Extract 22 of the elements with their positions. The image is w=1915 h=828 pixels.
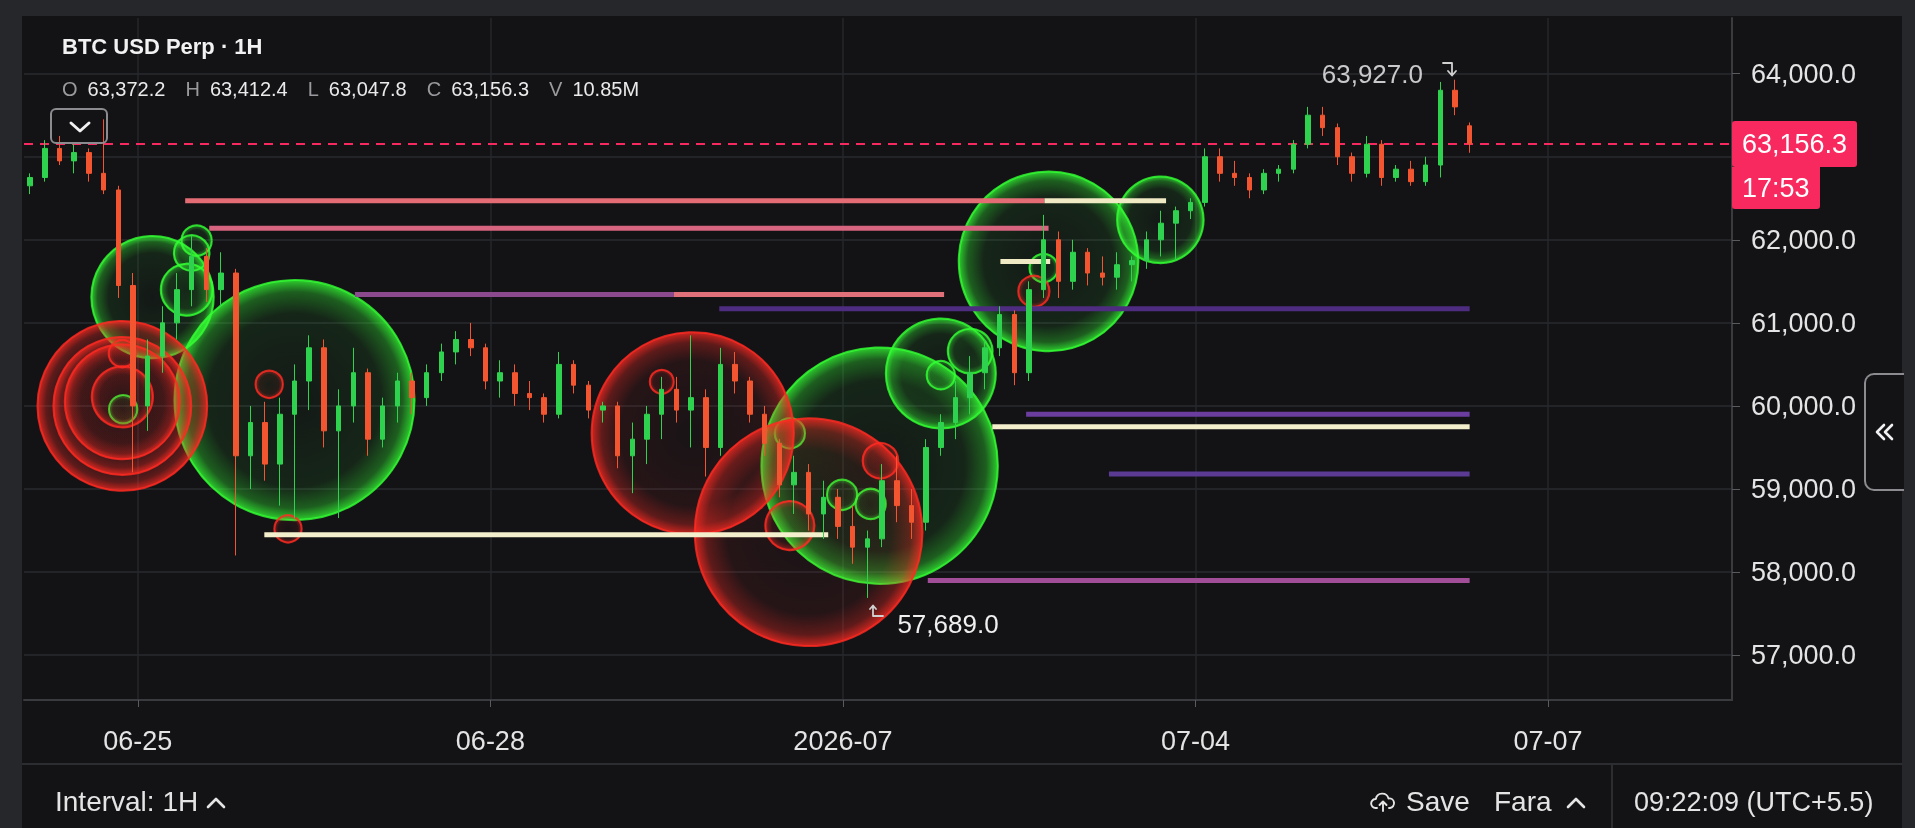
x-tick-label: 07-04 [1160, 725, 1230, 756]
annotation: 57,689.0 [897, 607, 999, 640]
x-tick-label: 06-28 [455, 725, 525, 756]
text: Fara [1494, 786, 1552, 818]
text: Save [1406, 786, 1470, 818]
y-tick-label: 61,000.0 [1751, 307, 1857, 338]
x-tick-label: 2026-07 [793, 725, 893, 756]
x-tick-label: 06-25 [103, 725, 173, 756]
y-tick-label: 62,000.0 [1751, 224, 1857, 255]
y-tick-label: 58,000.0 [1751, 557, 1857, 588]
ref-line-label: 63,156.3 [1732, 120, 1858, 167]
text: BTC USD Perp · 1H [62, 33, 263, 61]
y-tick-label: 57,000.0 [1751, 640, 1857, 671]
text: O 63,372.2 H 63,412.4 L 63,047.8 C 63,156.3 V 10.85M [62, 78, 640, 100]
text: 09:22:09 (UTC+5.5) [1634, 786, 1874, 818]
y-tick-label: 60,000.0 [1751, 390, 1857, 421]
text: 17:53 [1732, 166, 1820, 209]
y-tick-label: 64,000.0 [1751, 58, 1857, 89]
text: Interval: 1H [55, 786, 199, 818]
annotation: 63,927.0 [1321, 57, 1423, 90]
x-tick-label: 07-07 [1513, 725, 1583, 756]
y-tick-label: 59,000.0 [1751, 474, 1857, 504]
